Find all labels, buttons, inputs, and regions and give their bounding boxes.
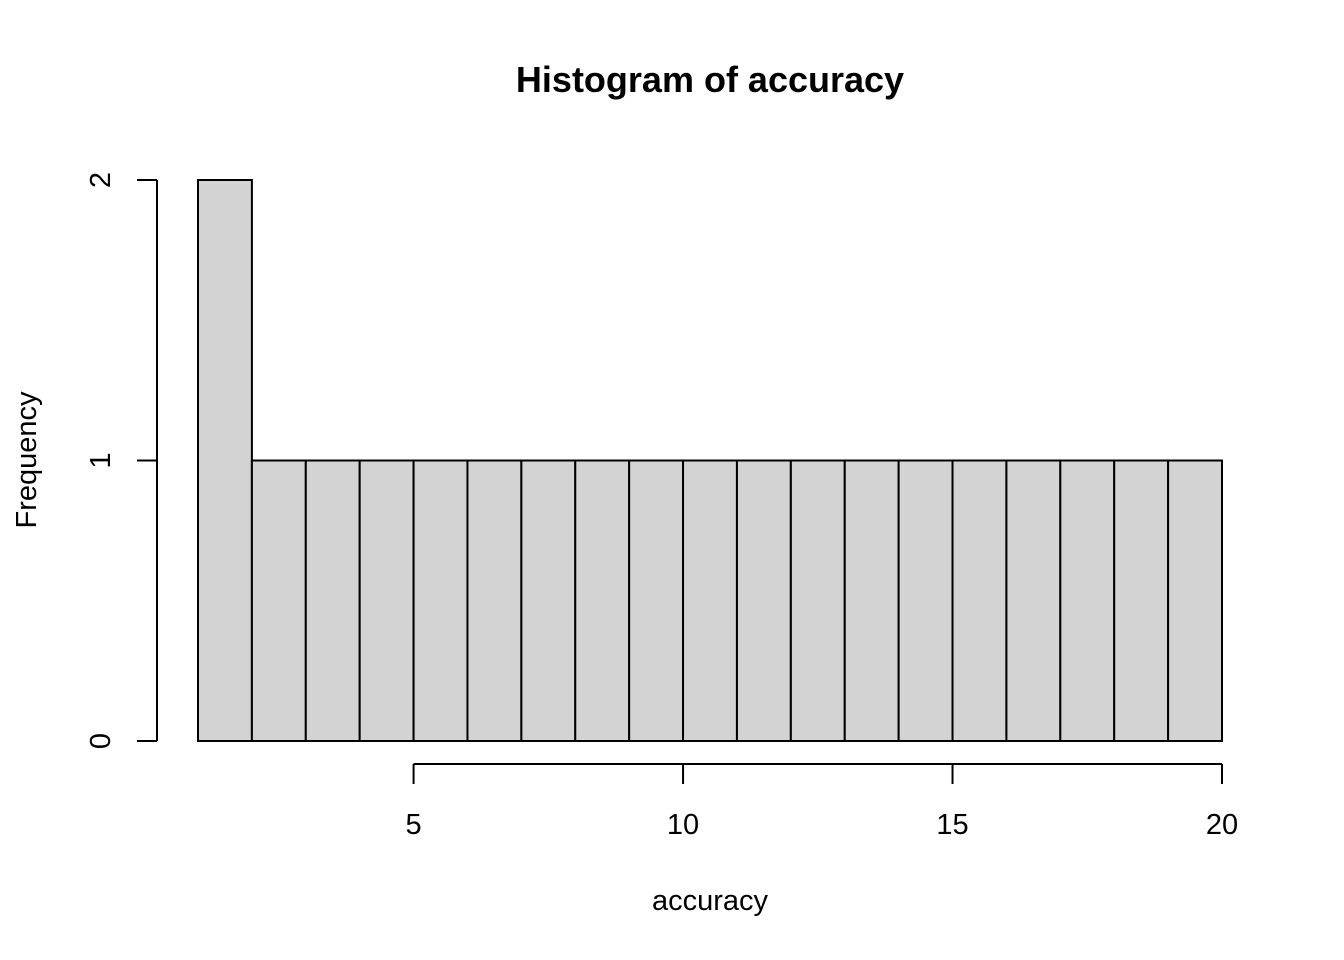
histogram-bar (358, 459, 415, 742)
x-axis: 5 10 15 20 (406, 763, 1238, 841)
histogram-bar (304, 459, 361, 742)
histogram-bar (412, 459, 469, 742)
histogram-bar (951, 459, 1008, 742)
histogram-bar (197, 179, 253, 742)
histogram-bar (520, 459, 577, 742)
histogram-bar (1059, 459, 1116, 742)
histogram-bar (682, 459, 738, 742)
chart-title: Histogram of accuracy (516, 59, 904, 100)
y-axis-label: Frequency (11, 391, 43, 529)
x-tick-label: 15 (936, 809, 968, 841)
histogram-bar (843, 459, 900, 742)
y-tick-label: 2 (85, 172, 117, 188)
histogram-bar (1113, 459, 1170, 742)
x-tick-label: 5 (406, 809, 422, 841)
histogram-bar (628, 459, 685, 742)
histogram-bar (789, 459, 846, 742)
histogram-bar (1167, 459, 1223, 742)
x-tick-label: 20 (1206, 809, 1238, 841)
y-tick-label: 0 (85, 733, 117, 749)
y-tick-label: 1 (85, 452, 117, 468)
histogram-bar (897, 459, 954, 742)
bars-layer (197, 179, 1223, 742)
histogram-bar (574, 459, 631, 742)
y-axis: 0 1 2 (85, 172, 158, 749)
histogram-bar (735, 459, 792, 742)
histogram-bar (1005, 459, 1062, 742)
histogram-bar (466, 459, 523, 742)
x-axis-label: accuracy (652, 885, 769, 917)
x-tick-label: 10 (667, 809, 699, 841)
histogram-bar (250, 459, 307, 742)
